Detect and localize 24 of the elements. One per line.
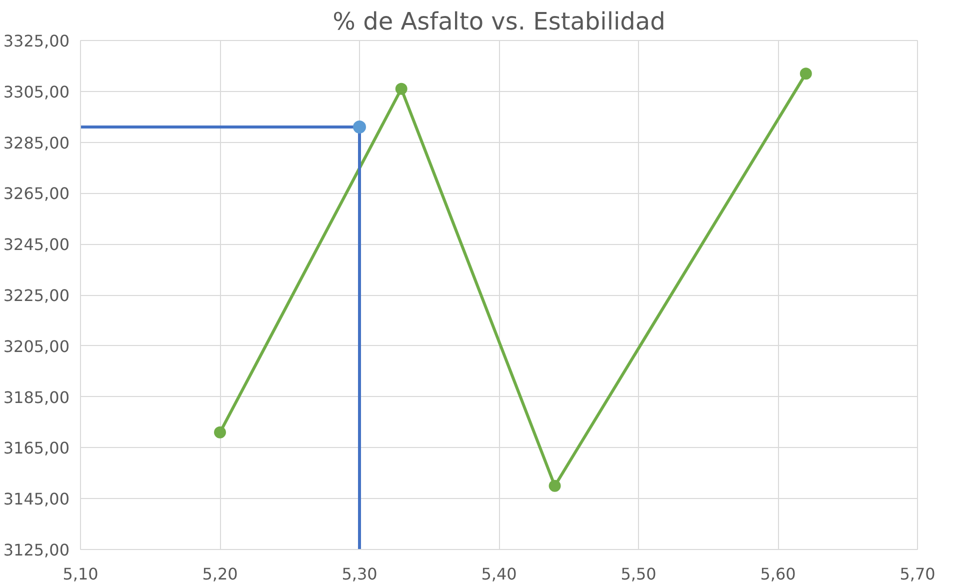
- y-tick-label: 3145,00: [3, 490, 70, 509]
- y-tick-label: 3325,00: [3, 32, 70, 50]
- y-tick-label: 3125,00: [3, 540, 70, 560]
- x-tick-label: 5,60: [760, 564, 796, 584]
- chart-title: % de Asfalto vs. Estabilidad: [332, 8, 666, 36]
- y-tick-label: 3265,00: [3, 184, 70, 204]
- point: [214, 426, 226, 438]
- point: [353, 120, 366, 134]
- point: [800, 68, 812, 80]
- y-tick-label: 3305,00: [3, 82, 70, 102]
- y-tick-label: 3165,00: [3, 438, 70, 458]
- x-tick-label: 5,10: [62, 564, 98, 584]
- x-tick-label: 5,30: [342, 564, 378, 584]
- x-tick-label: 5,50: [620, 564, 656, 584]
- y-tick-label: 3285,00: [3, 133, 70, 152]
- x-tick-label: 5,70: [900, 564, 936, 584]
- y-tick-label: 3185,00: [3, 388, 70, 407]
- y-tick-label: 3225,00: [3, 286, 70, 305]
- x-tick-label: 5,40: [481, 564, 517, 584]
- y-tick-label: 3205,00: [3, 336, 70, 356]
- x-tick-label: 5,20: [202, 564, 238, 584]
- y-tick-label: 3245,00: [3, 235, 70, 254]
- point: [548, 480, 561, 492]
- point: [395, 82, 408, 95]
